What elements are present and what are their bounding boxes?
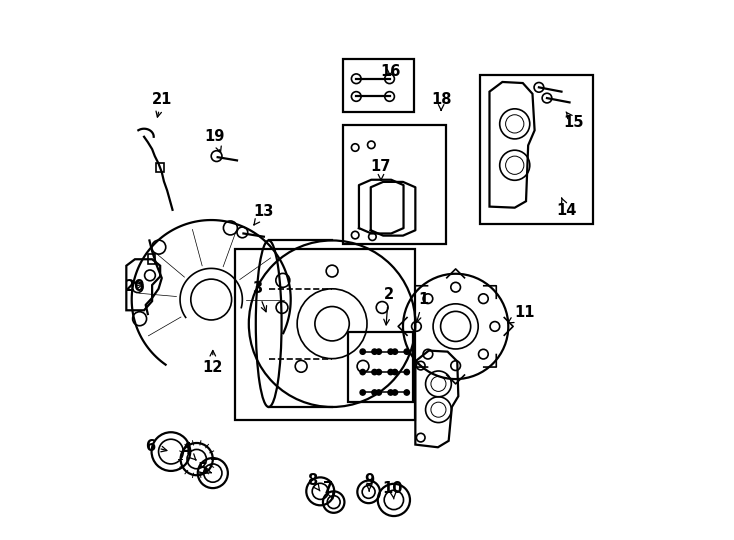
Circle shape [360,369,366,375]
Text: 3: 3 [252,281,266,312]
Circle shape [404,390,410,395]
Text: 16: 16 [380,64,400,79]
Text: 1: 1 [415,292,429,322]
Circle shape [360,390,366,395]
Text: 12: 12 [203,350,223,375]
Text: 10: 10 [382,481,403,499]
Circle shape [392,349,398,354]
Text: 11: 11 [508,306,534,323]
Text: 18: 18 [431,92,451,110]
Text: 8: 8 [307,473,320,491]
Text: 17: 17 [371,159,391,180]
Text: 5: 5 [198,462,211,477]
Circle shape [388,349,393,354]
Circle shape [376,390,382,395]
Text: 15: 15 [564,112,584,130]
Circle shape [372,369,377,375]
Text: 4: 4 [181,442,196,460]
Circle shape [392,369,398,375]
Circle shape [404,369,410,375]
Circle shape [388,369,393,375]
Text: 20: 20 [125,279,145,294]
Circle shape [372,390,377,395]
Circle shape [376,349,382,354]
Text: 19: 19 [205,129,225,152]
Circle shape [392,390,398,395]
Circle shape [360,349,366,354]
Text: 14: 14 [556,198,577,218]
Bar [148,254,156,264]
Circle shape [376,369,382,375]
Circle shape [404,349,410,354]
Text: 9: 9 [364,473,374,491]
Text: 7: 7 [323,481,333,499]
Circle shape [388,390,393,395]
Text: 2: 2 [383,287,393,325]
Bar [156,163,164,172]
Text: 13: 13 [254,205,274,225]
Text: 21: 21 [152,92,172,117]
Text: 6: 6 [145,438,167,454]
Circle shape [372,349,377,354]
